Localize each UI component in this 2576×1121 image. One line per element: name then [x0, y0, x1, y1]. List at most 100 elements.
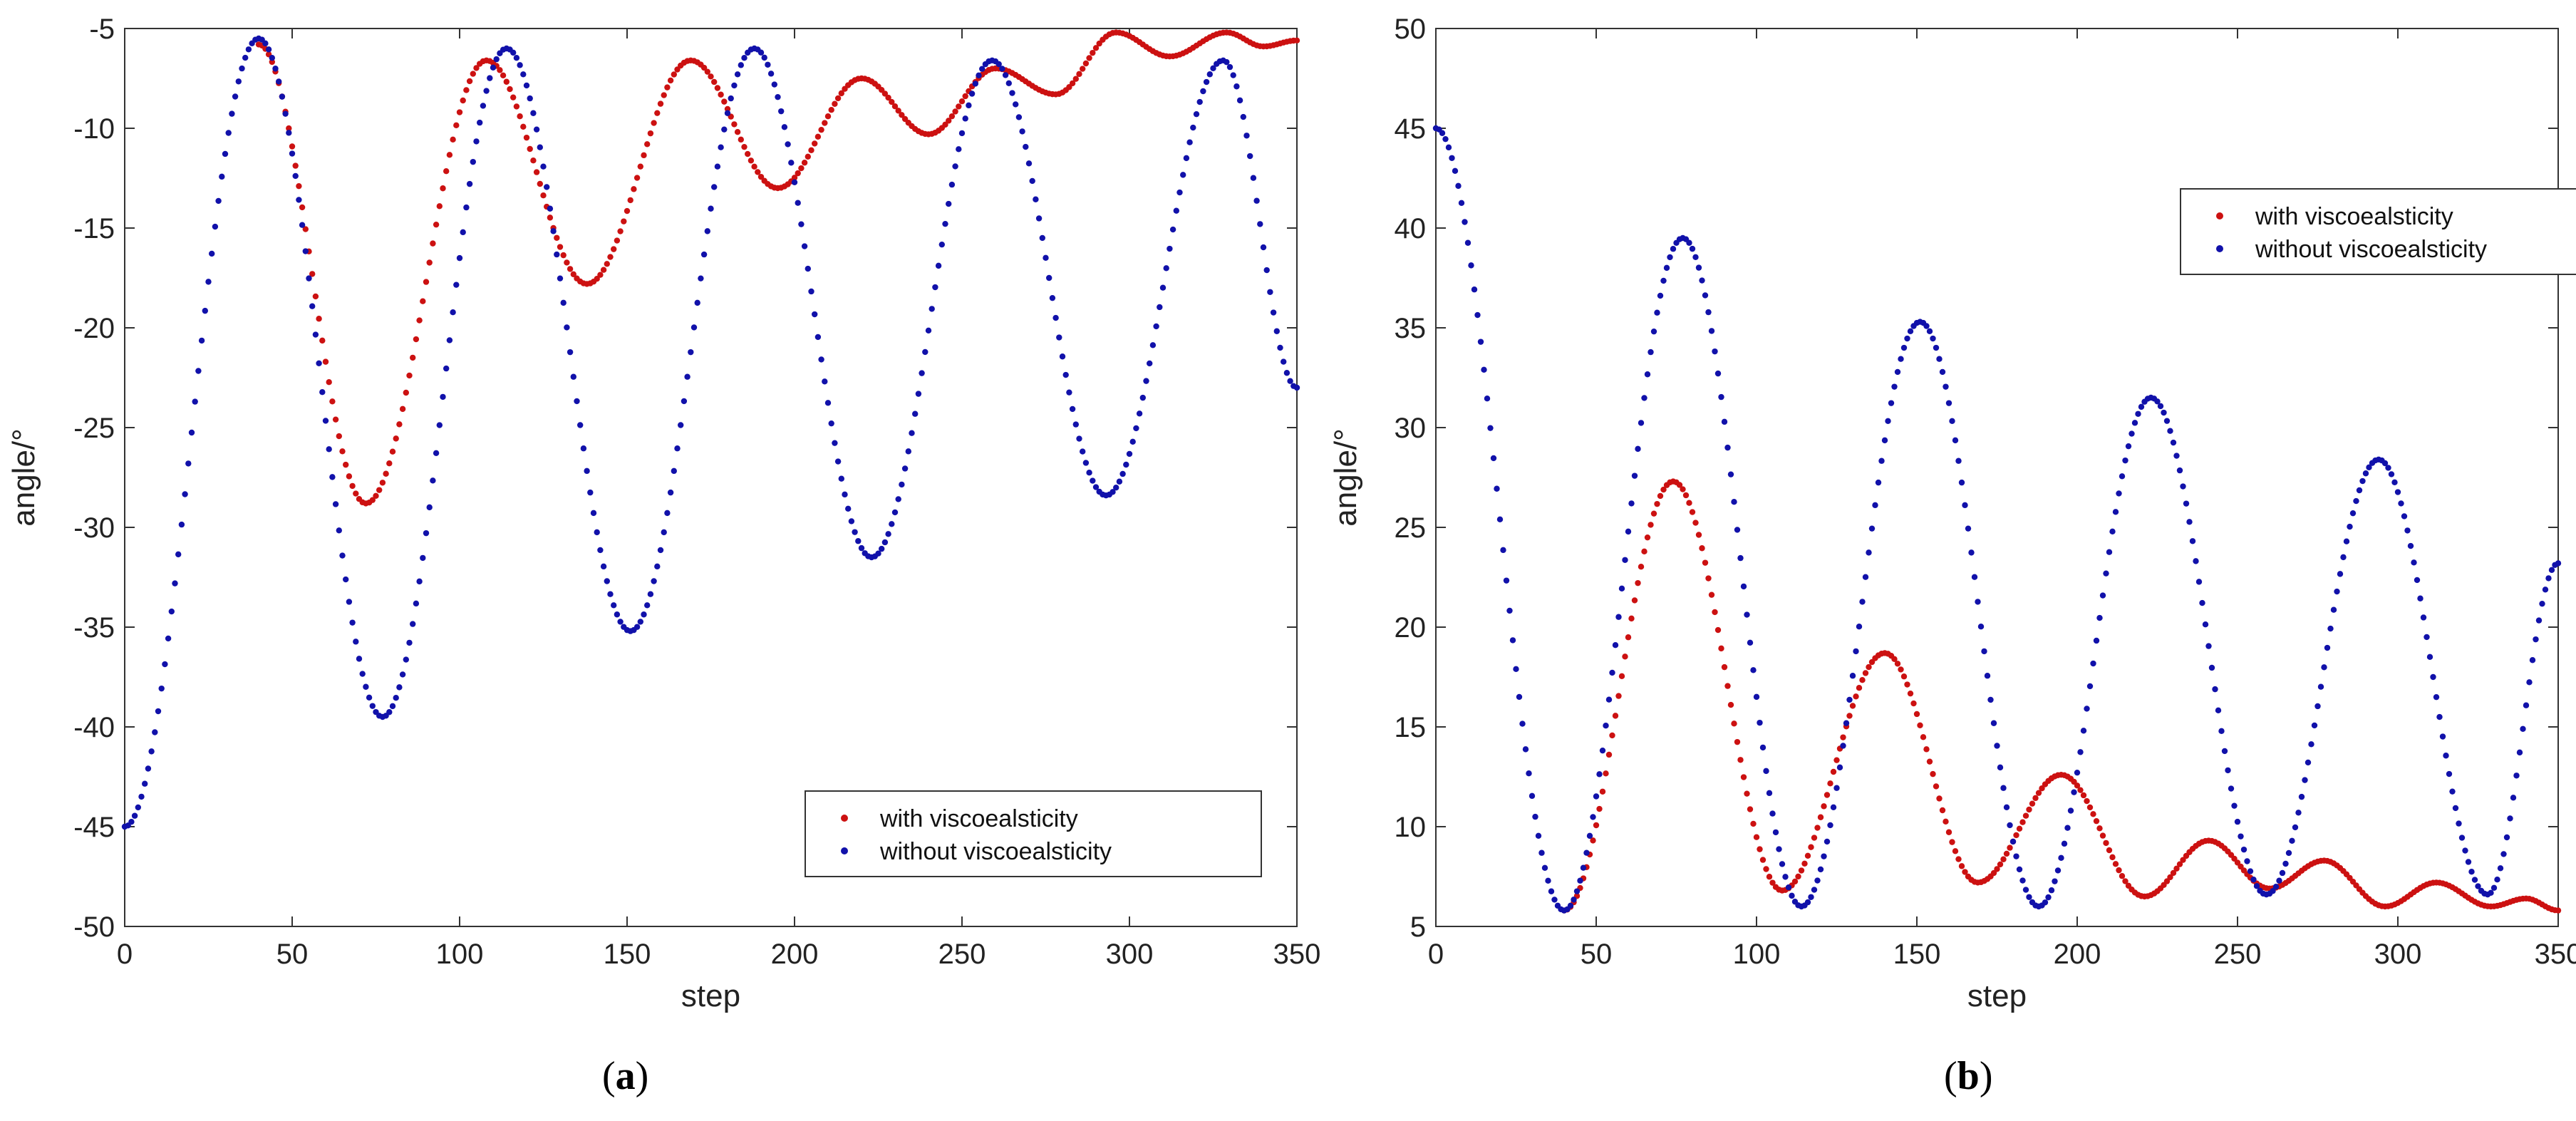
- data-point: [2215, 707, 2222, 714]
- data-point: [2099, 592, 2106, 599]
- data-point: [2205, 643, 2212, 649]
- data-point: [1625, 634, 1632, 641]
- data-point: [2426, 654, 2433, 661]
- data-point: [2359, 477, 2366, 485]
- data-point: [393, 695, 399, 701]
- data-point: [1196, 98, 1203, 105]
- data-point: [1586, 832, 1593, 840]
- data-point: [956, 103, 962, 110]
- data-point: [1987, 696, 1994, 703]
- data-point: [2093, 817, 2100, 825]
- data-point: [1759, 744, 1767, 751]
- data-point: [309, 271, 316, 277]
- data-point: [2407, 542, 2414, 549]
- data-point: [299, 204, 306, 211]
- data-point: [353, 490, 359, 497]
- data-point: [852, 529, 858, 535]
- data-point: [128, 818, 135, 825]
- data-point: [946, 118, 952, 124]
- data-point: [2122, 457, 2128, 464]
- data-point: [1650, 328, 1657, 335]
- data-point: [664, 510, 671, 517]
- data-point: [554, 234, 560, 241]
- data-point: [560, 299, 567, 306]
- data-point: [446, 152, 453, 158]
- data-point: [671, 71, 677, 78]
- caption-b-close: ): [1979, 1054, 1993, 1098]
- data-point: [1224, 58, 1230, 66]
- data-point: [2218, 728, 2225, 735]
- data-point: [2270, 888, 2276, 894]
- data-point: [1734, 527, 1741, 533]
- x-tick-label: 350: [1273, 939, 1321, 970]
- x-tick-label: 0: [117, 939, 133, 970]
- data-point: [2523, 702, 2530, 708]
- data-point: [363, 683, 369, 690]
- data-point: [1635, 445, 1641, 453]
- y-tick-label: 5: [1410, 911, 1426, 943]
- data-point: [2244, 858, 2250, 864]
- data-point: [718, 144, 724, 150]
- data-point: [1516, 693, 1523, 701]
- data-point: [2225, 767, 2231, 774]
- data-point: [1958, 479, 1965, 486]
- data-point: [286, 125, 292, 132]
- data-point: [282, 110, 289, 117]
- data-point: [2272, 884, 2280, 890]
- data-point: [1885, 418, 1891, 424]
- data-point: [1072, 421, 1080, 428]
- data-point: [1955, 458, 1962, 464]
- data-point: [2096, 825, 2103, 832]
- data-point: [2116, 490, 2122, 497]
- data-point: [152, 729, 158, 735]
- data-point: [1798, 867, 1805, 874]
- data-point: [858, 544, 865, 552]
- data-point: [814, 133, 822, 140]
- data-point: [1159, 284, 1167, 291]
- data-point: [2497, 865, 2504, 872]
- data-point: [1468, 262, 1474, 269]
- data-point: [1123, 461, 1129, 468]
- data-point: [1622, 654, 1628, 660]
- data-point: [1971, 574, 1978, 580]
- data-point: [597, 272, 604, 278]
- data-point: [517, 62, 523, 68]
- data-point: [1577, 877, 1583, 884]
- data-point: [148, 748, 155, 755]
- data-point: [349, 482, 356, 490]
- data-point: [2052, 878, 2058, 884]
- data-point: [1727, 471, 1734, 477]
- data-point: [1023, 143, 1029, 150]
- data-point: [490, 64, 497, 71]
- data-point: [895, 496, 901, 502]
- data-point: [2074, 769, 2081, 776]
- data-point: [2494, 876, 2500, 883]
- data-point: [1173, 207, 1180, 214]
- data-point: [724, 105, 731, 113]
- data-point: [2385, 465, 2391, 471]
- data-point: [1253, 197, 1260, 204]
- data-point: [1849, 673, 1856, 679]
- data-point: [1759, 857, 1767, 863]
- data-point: [775, 93, 781, 100]
- data-point: [711, 78, 718, 86]
- data-point: [2488, 889, 2494, 897]
- data-point: [319, 337, 326, 344]
- data-point: [1647, 348, 1654, 356]
- data-point: [584, 467, 590, 475]
- y-tick-label: 10: [1395, 812, 1427, 843]
- data-point: [343, 461, 349, 468]
- data-point: [1907, 690, 1914, 697]
- data-point: [1109, 489, 1116, 495]
- data-point: [698, 275, 704, 281]
- x-tick-label: 300: [1106, 939, 1154, 970]
- data-point: [346, 599, 353, 605]
- data-point: [1731, 498, 1737, 505]
- data-point: [2340, 554, 2347, 561]
- data-point: [1628, 500, 1635, 507]
- data-point: [1618, 585, 1625, 592]
- data-point: [1458, 200, 1465, 207]
- data-point: [1962, 869, 1968, 875]
- data-point: [2093, 637, 2100, 644]
- data-point: [700, 64, 708, 71]
